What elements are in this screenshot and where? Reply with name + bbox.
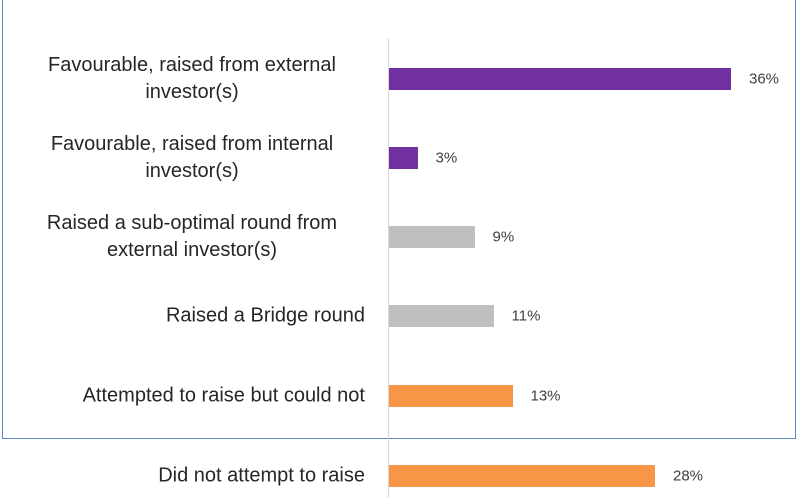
category-label: Attempted to raise but could not (82, 384, 365, 407)
bar (389, 147, 418, 169)
category-label: Favourable, raised from external investo… (48, 54, 336, 103)
category-label-box: Did not attempt to raise (19, 463, 365, 490)
value-label: 28% (673, 467, 704, 485)
bar (389, 226, 475, 248)
category-label-box: Favourable, raised from internal investo… (19, 131, 365, 185)
value-label: 13% (530, 387, 561, 405)
category-label: Raised a Bridge round (165, 304, 365, 327)
category-label-box: Raised a Bridge round (19, 303, 365, 330)
category-label-box: Raised a sub-optimal round from external… (19, 210, 365, 264)
bar (389, 68, 731, 90)
value-label: 11% (511, 307, 541, 325)
bar (389, 465, 655, 487)
category-label: Favourable, raised from internal investo… (50, 133, 334, 182)
category-label-box: Attempted to raise but could not (19, 383, 365, 410)
value-label: 3% (435, 149, 458, 167)
axis-line (388, 38, 389, 498)
value-label: 36% (749, 70, 780, 88)
frame (2, 0, 796, 439)
category-label-box: Favourable, raised from external investo… (19, 52, 365, 106)
bar (389, 305, 494, 327)
category-label: Did not attempt to raise (158, 464, 365, 487)
category-label: Raised a sub-optimal round from external… (46, 212, 338, 261)
bar (389, 385, 513, 407)
value-label: 9% (492, 228, 515, 246)
